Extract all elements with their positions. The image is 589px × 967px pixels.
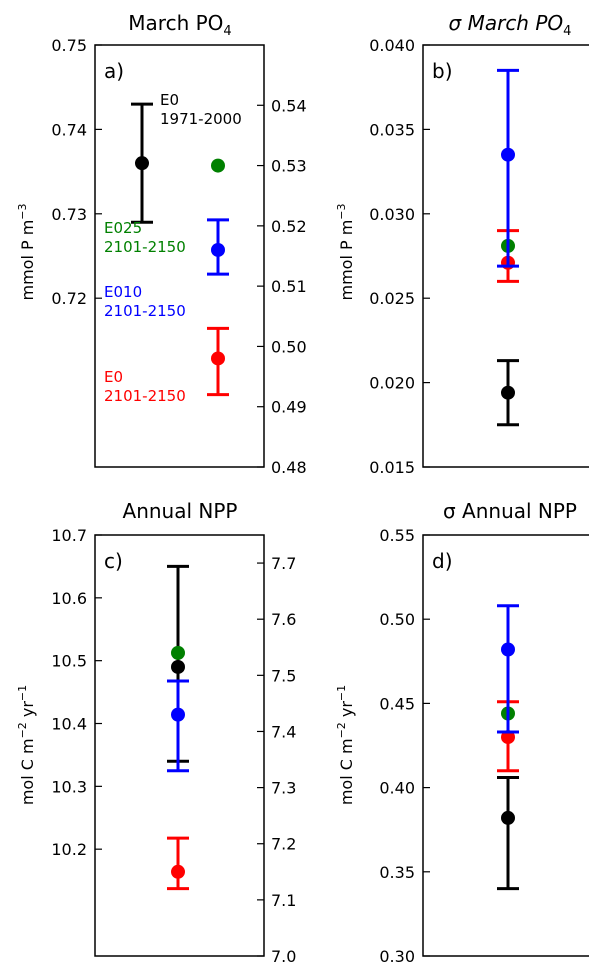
panel-b: σ March PO4 b) mmol P m−3 0.015 0.020 0.02… (335, 11, 589, 477)
point-e0-1971-2000 (501, 385, 515, 400)
left-tick-label: 10.6 (51, 589, 87, 608)
left-tick-label: 0.025 (369, 289, 415, 308)
panel-c-title: Annual NPP (123, 499, 238, 523)
panel-d-frame (422, 534, 589, 957)
right-tick-label: 7.3 (271, 779, 296, 798)
panel-b-marks (497, 68, 519, 427)
panel-c-frame (94, 534, 265, 957)
left-tick-label: 0.035 (369, 120, 415, 139)
right-tick-label: 0.50 (271, 337, 307, 356)
right-tick-label: 0.54 (271, 96, 307, 115)
left-tick-label: 10.7 (51, 526, 87, 545)
annotation-e0-1971-2000: E0 1971-2000 (160, 91, 242, 128)
point-e0-2101-2150 (171, 864, 185, 879)
left-tick-label: 0.72 (51, 289, 87, 308)
panel-c-marks (167, 564, 189, 891)
annotation-e010-2101-2150: E010 2101-2150 (104, 283, 186, 320)
panel-b-frame (422, 44, 589, 468)
left-tick-label: 0.73 (51, 205, 87, 224)
left-tick-label: 0.30 (379, 947, 415, 966)
panel-a-letter: a) (104, 59, 124, 83)
left-tick-label: 0.74 (51, 120, 87, 139)
panel-d-ylabel: mol C m−2 yr−1 (335, 685, 356, 805)
panel-d-letter: d) (432, 549, 453, 573)
panel-a-title: March PO4 (128, 11, 231, 39)
panel-a: March PO4 a) mmol P m−3 0.72 0.73 0.74 0.75… (16, 11, 307, 477)
point-e0-1971-2000 (171, 659, 185, 674)
panel-c-right-ticks: 7.0 7.1 7.2 7.3 7.4 7.5 7.6 7.7 (257, 554, 296, 966)
panel-d: σ Annual NPP d) mol C m−2 yr−1 0.300.350… (335, 499, 589, 966)
right-tick-label: 7.5 (271, 666, 296, 685)
point-e025-2101-2150 (211, 158, 225, 173)
point-e0-2101-2150 (211, 351, 225, 366)
left-tick-label: 10.4 (51, 715, 87, 734)
point-e0-1971-2000 (135, 156, 149, 171)
panel-a-frame (94, 44, 265, 468)
left-tick-label: 0.55 (379, 526, 415, 545)
right-tick-label: 0.48 (271, 458, 307, 477)
left-tick-label: 0.015 (369, 458, 415, 477)
point-e010-2101-2150 (171, 707, 185, 722)
left-tick-label: 0.45 (379, 694, 415, 713)
panel-a-left-ticks: 0.72 0.73 0.74 0.75 (51, 36, 102, 308)
left-tick-label: 10.3 (51, 777, 87, 796)
left-tick-label: 0.50 (379, 610, 415, 629)
right-tick-label: 7.6 (271, 610, 296, 629)
annotation-e0-2101-2150: E0 2101-2150 (104, 368, 186, 405)
left-tick-label: 0.40 (379, 779, 415, 798)
left-tick-label: 10.5 (51, 652, 87, 671)
point-e010-2101-2150 (501, 147, 515, 162)
panel-d-marks (497, 604, 519, 891)
point-e0-2101-2150 (501, 730, 515, 745)
left-tick-label: 0.75 (51, 36, 87, 55)
panel-c: Annual NPP c) mol C m−2 yr−1 10.210.310.… (16, 499, 296, 966)
left-tick-label: 0.030 (369, 205, 415, 224)
panel-a-right-ticks: 0.48 0.49 0.50 0.51 0.52 0.53 0.54 (257, 96, 307, 477)
panel-d-left-ticks: 0.30 0.35 0.40 0.45 0.50 0.55 (379, 526, 430, 966)
point-e010-2101-2150 (501, 642, 515, 657)
panel-c-ylabel: mol C m−2 yr−1 (16, 685, 37, 805)
right-tick-label: 0.52 (271, 217, 307, 236)
panel-c-left-ticks: 10.2 10.3 10.4 10.5 10.6 10.7 (51, 526, 102, 859)
panel-b-ylabel: mmol P m−3 (335, 203, 356, 300)
left-tick-label: 0.040 (369, 36, 415, 55)
right-tick-label: 7.1 (271, 891, 296, 910)
panel-d-title: σ Annual NPP (443, 499, 577, 523)
right-tick-label: 7.7 (271, 554, 296, 573)
right-tick-label: 7.4 (271, 722, 296, 741)
panel-b-title: σ March PO4 (449, 11, 572, 39)
right-tick-label: 7.2 (271, 835, 296, 854)
left-tick-label: 0.35 (379, 863, 415, 882)
annotation-e025-2101-2150: E025 2101-2150 (104, 219, 186, 256)
right-tick-label: 0.53 (271, 157, 307, 176)
point-e0-1971-2000 (501, 810, 515, 825)
left-tick-label: 10.2 (51, 840, 87, 859)
point-e010-2101-2150 (211, 242, 225, 257)
point-e025-2101-2150 (171, 645, 185, 660)
panel-a-annotations: E0 1971-2000 E025 2101-2150 E010 2101-2150 … (104, 91, 242, 405)
panel-b-left-ticks: 0.015 0.020 0.025 0.030 0.035 0.040 (369, 36, 430, 477)
panel-c-letter: c) (104, 549, 123, 573)
panel-b-letter: b) (432, 59, 453, 83)
panel-a-marks (131, 102, 229, 397)
right-tick-label: 0.51 (271, 277, 307, 296)
left-tick-label: 0.020 (369, 374, 415, 393)
right-tick-label: 7.0 (271, 947, 296, 966)
right-tick-label: 0.49 (271, 398, 307, 417)
panel-a-ylabel: mmol P m−3 (16, 203, 37, 300)
